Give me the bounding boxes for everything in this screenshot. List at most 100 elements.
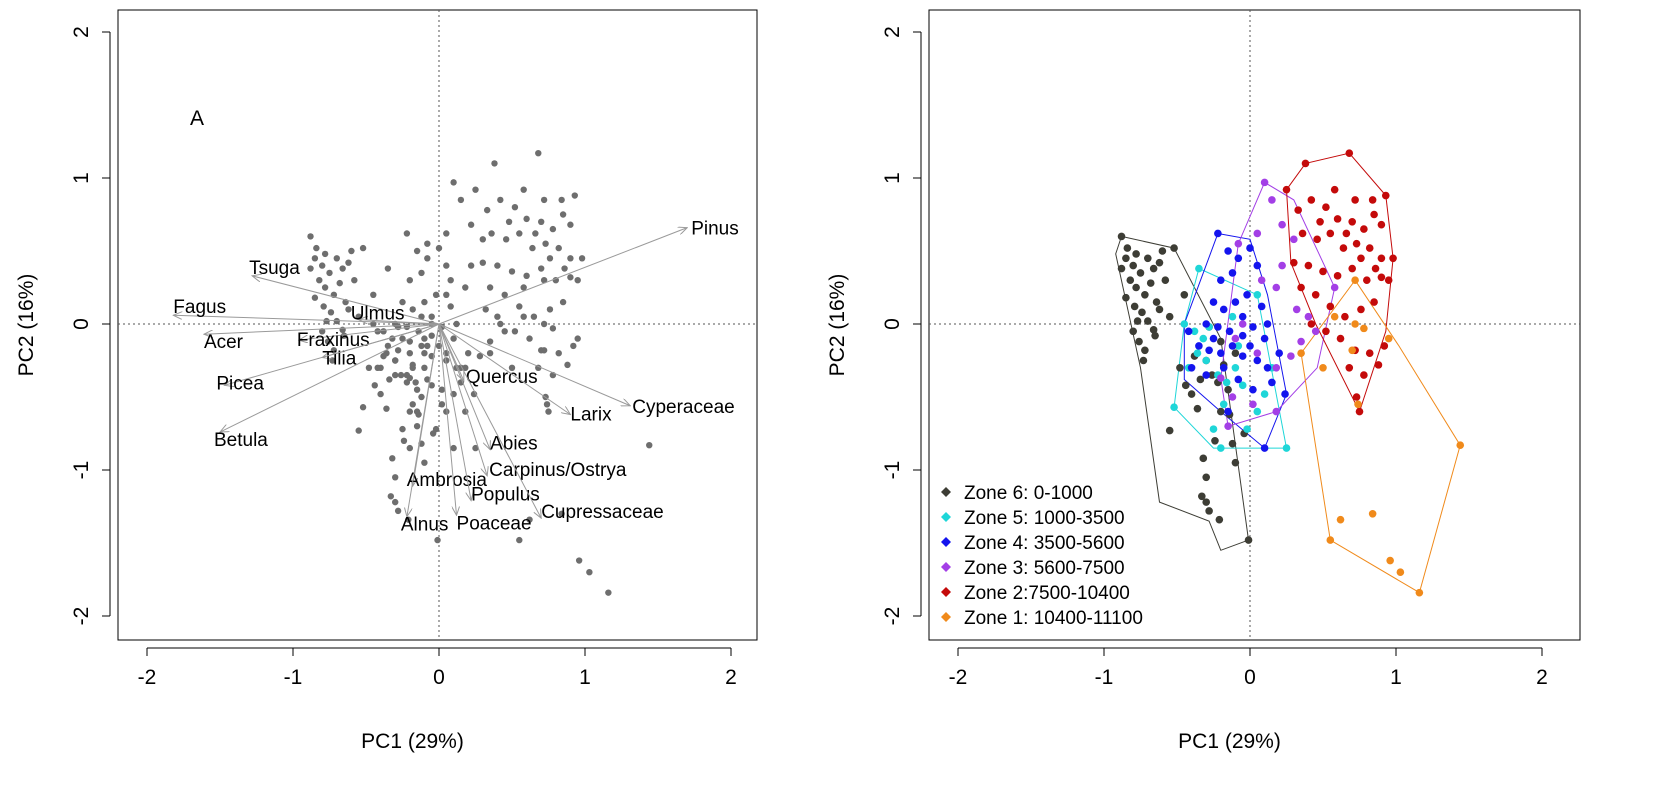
loading-arrow: [173, 315, 440, 325]
legend-marker: [941, 562, 951, 572]
zone-point: [1231, 349, 1240, 358]
loading-label: Poaceae: [457, 513, 532, 534]
sample-point: [389, 455, 396, 462]
zone-point: [1117, 264, 1126, 273]
loading-label: Betula: [214, 430, 268, 451]
zone-point: [1209, 425, 1218, 433]
zone-point: [1132, 283, 1140, 292]
zone-point: [1371, 264, 1380, 273]
sample-point: [359, 244, 367, 252]
zone-point: [1336, 515, 1345, 524]
y-tick-label: -1: [881, 461, 904, 480]
zone-point: [1199, 334, 1208, 343]
loading-arrow: [438, 323, 471, 501]
zone-point: [1246, 342, 1254, 350]
sample-point: [405, 516, 412, 523]
zone-point: [1272, 283, 1281, 292]
sample-point: [330, 347, 338, 354]
legend-label: Zone 3: 5600-7500: [964, 558, 1125, 579]
zone-point: [1151, 331, 1159, 340]
zone-point: [1384, 334, 1393, 343]
sample-point: [494, 262, 501, 269]
sample-point: [409, 306, 416, 313]
zone-point: [1217, 407, 1225, 416]
zone-point: [1224, 247, 1232, 255]
zone-point: [1149, 326, 1158, 334]
zone-point: [1176, 364, 1184, 372]
zone-point: [1268, 378, 1276, 387]
sample-point: [383, 405, 390, 412]
zone-point: [1161, 276, 1170, 285]
x-tick-label: -1: [284, 666, 303, 689]
zone-point: [1368, 196, 1377, 204]
zone-point: [1195, 264, 1203, 273]
zone-point: [1228, 393, 1237, 401]
sample-point: [383, 350, 390, 357]
sample-point: [540, 196, 548, 204]
sample-point: [345, 259, 352, 266]
sample-point: [605, 589, 612, 596]
sample-point: [571, 192, 578, 199]
sample-point: [472, 444, 479, 452]
zone-point: [1228, 312, 1237, 321]
sample-point: [399, 335, 406, 342]
sample-point: [413, 247, 421, 255]
zone-point: [1290, 235, 1298, 244]
sample-point: [397, 371, 405, 379]
zone-point: [1354, 400, 1362, 409]
zone-point: [1319, 364, 1327, 372]
sample-point: [386, 376, 393, 383]
y-axis-title: PC2 (16%): [15, 274, 38, 377]
zone-point: [1298, 229, 1307, 238]
zone-point: [1257, 302, 1266, 311]
sample-point: [486, 338, 494, 345]
zone-point: [1202, 356, 1210, 365]
zone-point: [1352, 393, 1361, 401]
sample-point: [432, 291, 440, 298]
loading-arrow: [438, 323, 487, 476]
sample-point: [392, 498, 399, 506]
zone-point: [1209, 334, 1218, 343]
sample-point: [529, 244, 536, 252]
sample-point: [399, 298, 406, 306]
zone-point: [1253, 407, 1262, 416]
sample-point: [424, 376, 431, 383]
zone-point: [1219, 305, 1228, 314]
zone-point: [1307, 320, 1316, 328]
zone-point: [1297, 337, 1305, 346]
loading-arrow: [204, 323, 440, 334]
sample-point: [434, 536, 441, 544]
zone-point: [1304, 312, 1313, 321]
zone-point: [1202, 371, 1210, 379]
zone-point: [1275, 349, 1283, 358]
y-axis-title: PC2 (16%): [826, 274, 849, 377]
sample-point: [355, 427, 362, 434]
sample-point: [435, 244, 443, 252]
zone-scatter-panel: -2 -1 0 1 2 -2 -1 0 1 2 PC1 (29%) PC2 (16%) Zone 6: …: [826, 9, 1581, 753]
zone-point: [1224, 422, 1232, 431]
zone-point: [1238, 381, 1247, 390]
sample-point: [555, 244, 562, 252]
sample-point: [523, 272, 530, 280]
zone-point: [1330, 312, 1339, 321]
loading-arrow: [438, 323, 490, 450]
zone-point: [1345, 364, 1354, 372]
sample-point: [462, 284, 469, 291]
sample-point: [339, 265, 346, 272]
sample-point: [520, 313, 527, 320]
loading-arrow: [438, 323, 541, 518]
zone-point: [1260, 390, 1269, 398]
sample-point: [421, 350, 428, 357]
zone-point: [1260, 178, 1269, 187]
zone-point: [1155, 258, 1164, 267]
zone-point: [1253, 291, 1262, 299]
zone-point: [1301, 159, 1310, 168]
zone-point: [1139, 356, 1148, 365]
zone-point: [1370, 298, 1378, 306]
sample-point: [570, 342, 577, 350]
sample-point: [574, 277, 581, 284]
sample-point: [392, 371, 399, 379]
sample-point: [453, 320, 460, 328]
sample-point: [365, 364, 373, 371]
sample-point: [424, 342, 431, 350]
